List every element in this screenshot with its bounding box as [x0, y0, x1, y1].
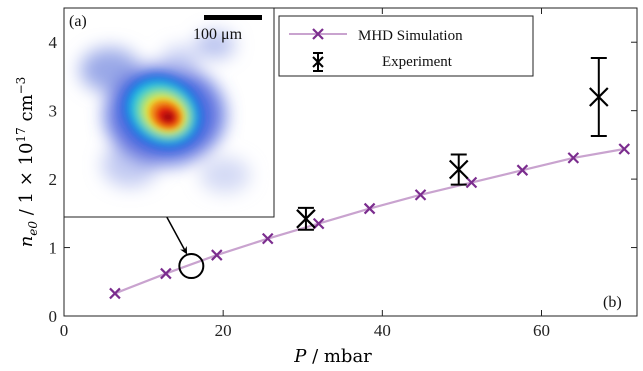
- highlight-circle: [178, 253, 205, 280]
- experiment-series: [296, 56, 609, 231]
- sim-point: [211, 249, 223, 261]
- x-axis-label: P / mbar: [293, 346, 372, 367]
- axis-tick-labels: 0 20 40 60 0 1 2 3 4: [49, 33, 551, 340]
- y-tick-label: 0: [49, 307, 58, 326]
- exp-point: [448, 153, 469, 186]
- x-tick-label: 0: [60, 321, 69, 340]
- sim-point: [261, 232, 274, 245]
- sim-point: [363, 202, 376, 215]
- y-axis-label: ne0 / 1 × 1017 cm−3: [14, 77, 40, 248]
- inset-frame: [63, 7, 275, 218]
- sim-point: [160, 267, 172, 280]
- legend-exp-label: Experiment: [382, 54, 453, 70]
- sim-point: [618, 143, 631, 155]
- legend-sim-label: MHD Simulation: [358, 28, 463, 44]
- mhd-simulation-series: [109, 143, 631, 300]
- exp-marker: [296, 209, 316, 229]
- sim-point: [567, 152, 580, 164]
- legend: MHD Simulation Experiment: [278, 15, 534, 77]
- inset-image: (a) 100 μm: [63, 7, 275, 218]
- x-tick-label: 20: [215, 321, 232, 340]
- legend-sim-marker: [312, 28, 324, 40]
- x-tick-label: 40: [374, 321, 391, 340]
- y-tick-label: 3: [49, 102, 58, 121]
- scale-bar: [204, 15, 262, 20]
- sim-point: [109, 287, 121, 300]
- y-tick-label: 1: [49, 239, 58, 258]
- legend-exp-marker: [312, 52, 324, 72]
- scale-bar-label: 100 μm: [193, 26, 243, 43]
- x-tick-label: 60: [533, 321, 550, 340]
- exp-marker: [448, 159, 469, 180]
- sim-point: [516, 164, 529, 176]
- exp-marker: [589, 87, 609, 107]
- inset-panel-label: (a): [69, 13, 87, 30]
- y-tick-label: 4: [49, 33, 58, 52]
- sim-point: [414, 189, 427, 201]
- sim-point: [465, 176, 478, 189]
- exp-point: [589, 56, 609, 137]
- panel-label: (b): [603, 294, 622, 311]
- inset-hotspot: [149, 100, 183, 130]
- y-tick-label: 2: [49, 170, 58, 189]
- exp-point: [296, 206, 316, 231]
